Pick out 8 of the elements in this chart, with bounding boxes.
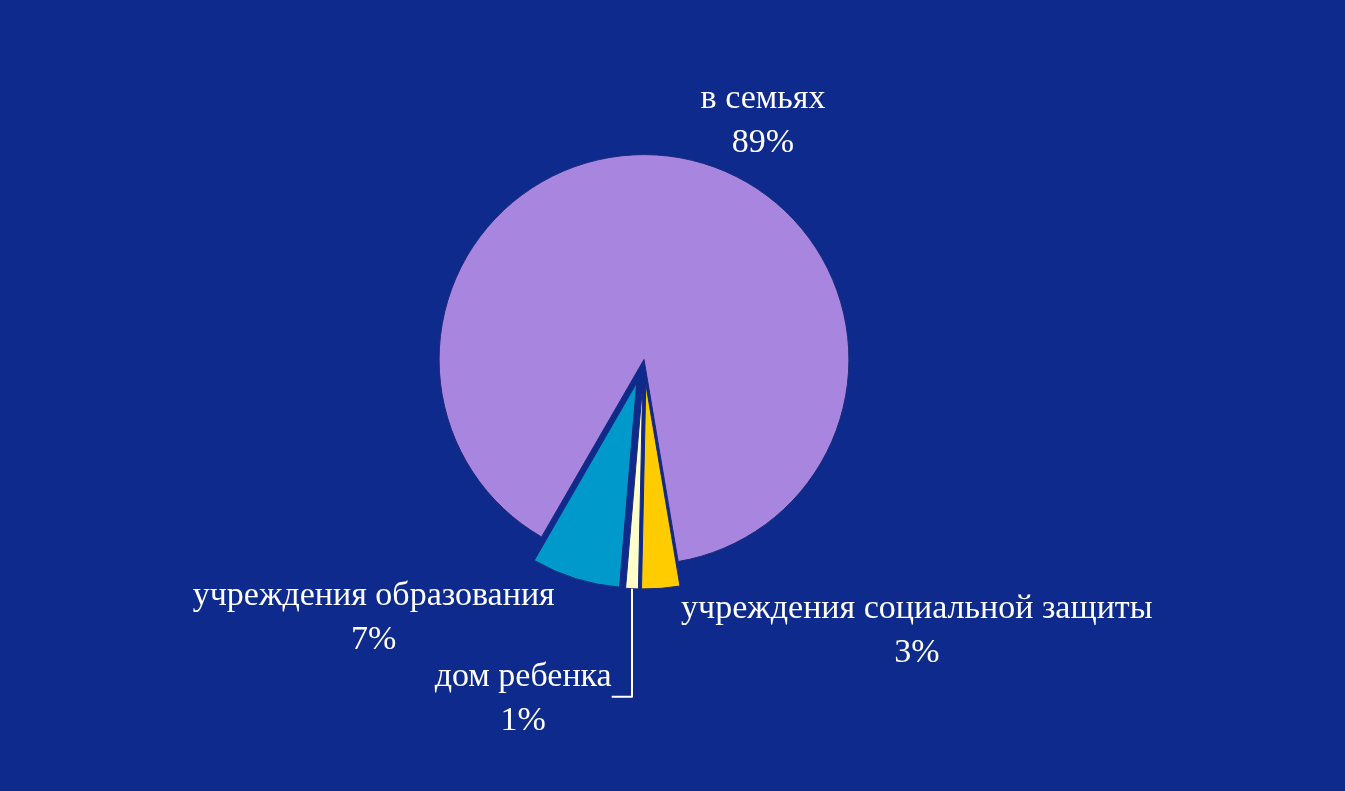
data-label: 3% <box>894 632 940 670</box>
slice-label: в семьях <box>700 77 826 115</box>
data-label: 7% <box>351 619 397 657</box>
slice-label: учреждения социальной защиты <box>681 588 1153 626</box>
data-label: 89% <box>731 122 795 160</box>
slice-label: дом ребенка <box>434 656 612 694</box>
slice-label: учреждения образования <box>192 574 556 612</box>
data-label: 1% <box>500 700 546 738</box>
